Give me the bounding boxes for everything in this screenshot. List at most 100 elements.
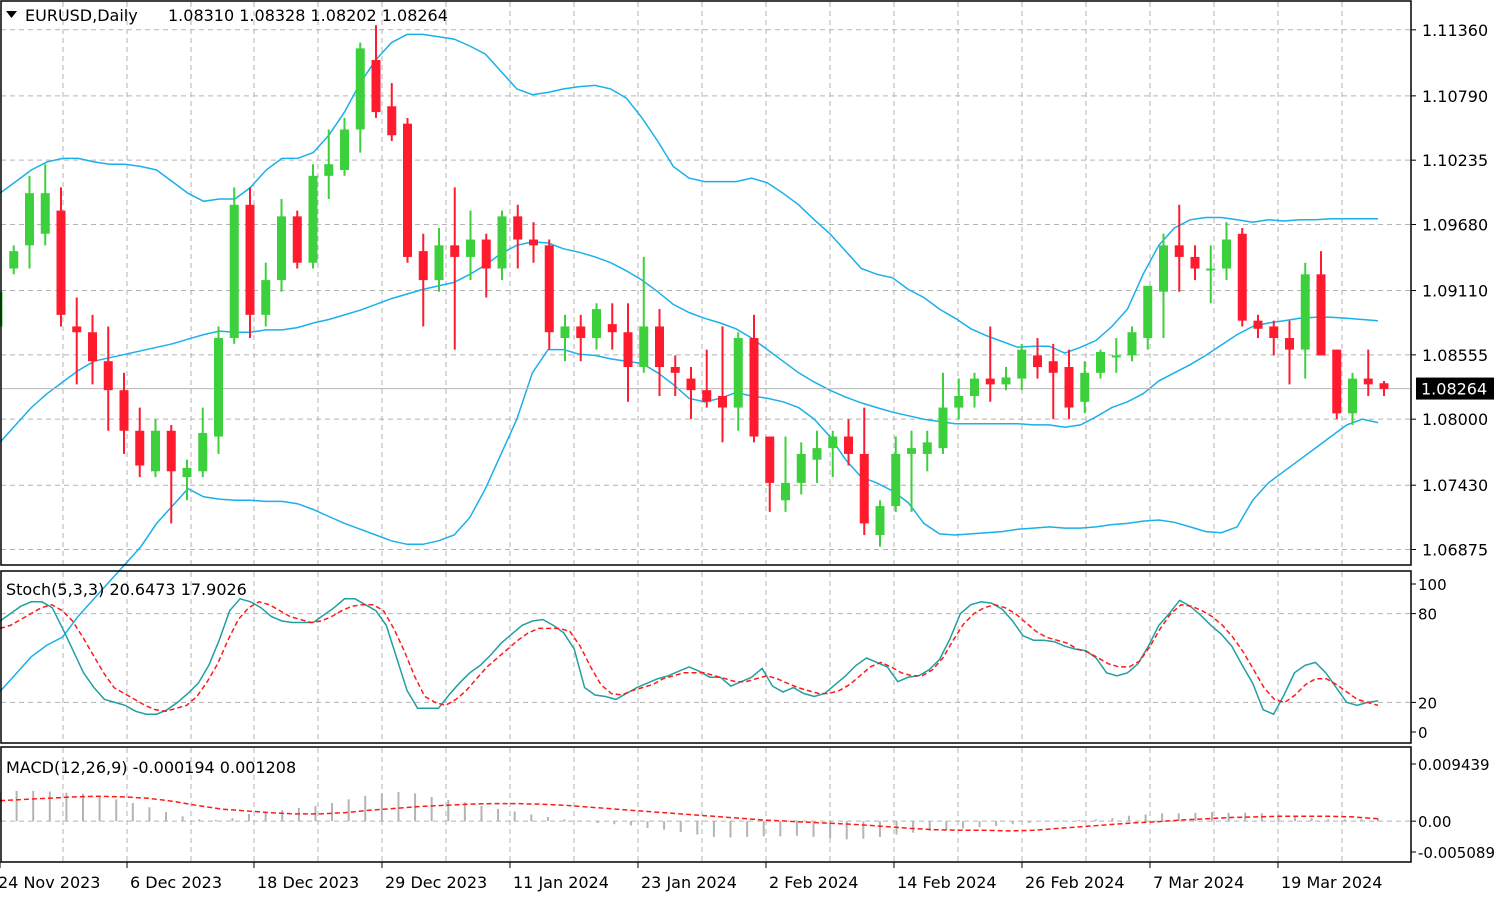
price-tick-label: 1.11360 — [1422, 21, 1488, 40]
candle-body — [292, 216, 302, 263]
dropdown-arrow-icon[interactable] — [6, 11, 17, 18]
candle-body — [355, 48, 365, 130]
candle-body — [135, 430, 145, 466]
candle-body — [371, 59, 381, 113]
candlestick — [529, 222, 538, 263]
price-tick-label: 1.09680 — [1422, 215, 1488, 234]
candle-body — [277, 216, 286, 281]
candlestick — [954, 378, 964, 420]
candlestick — [859, 407, 869, 536]
candlestick — [938, 372, 948, 454]
candle-body — [1096, 351, 1105, 373]
candlestick — [592, 303, 601, 350]
candle-body — [828, 436, 838, 449]
candlestick — [1348, 372, 1357, 425]
candle-body — [25, 193, 34, 246]
candle-body — [481, 239, 491, 269]
candle-body — [796, 453, 806, 483]
candle-body — [324, 164, 334, 176]
candle-body — [261, 280, 271, 315]
candle-body — [844, 436, 853, 454]
candlestick — [324, 129, 334, 199]
candle-body — [718, 395, 727, 408]
symbol-header[interactable]: EURUSD,Daily 1.08310 1.08328 1.08202 1.0… — [6, 6, 448, 25]
date-tick-label: 2 Feb 2024 — [769, 873, 858, 892]
candle-body — [765, 436, 775, 483]
candle-body — [1316, 274, 1326, 356]
candle-body — [907, 448, 916, 454]
macd-tick-label: 0.009439 — [1418, 756, 1490, 774]
candle-body — [670, 367, 680, 373]
candlestick — [481, 233, 491, 298]
candlestick — [497, 210, 507, 281]
candlestick — [182, 459, 192, 501]
price-badge-background — [1416, 377, 1494, 400]
macd-label: MACD(12,26,9) -0.000194 0.001208 — [6, 758, 296, 777]
candlestick — [198, 407, 208, 478]
price-tick-label: 1.09110 — [1422, 282, 1488, 301]
candle-body — [875, 506, 885, 536]
candlestick — [340, 117, 349, 176]
candle-body — [1253, 320, 1263, 329]
candlestick — [450, 187, 460, 350]
candle-body — [1127, 332, 1137, 356]
candle-body — [1363, 378, 1373, 385]
candlestick — [355, 42, 365, 153]
candlestick — [418, 233, 428, 327]
candle-body — [1001, 377, 1011, 385]
candlestick — [670, 355, 680, 396]
candlestick — [261, 262, 271, 327]
candlestick — [623, 303, 633, 402]
bollinger-bands — [0, 33, 1379, 693]
candle-body — [639, 326, 649, 368]
stochastic-main-line — [0, 597, 1379, 716]
candle-body — [1348, 378, 1357, 414]
candlestick — [277, 198, 286, 292]
candle-body — [340, 129, 349, 171]
candlestick — [985, 326, 995, 402]
candle-body — [544, 245, 554, 333]
candle-body — [88, 332, 97, 362]
candlestick — [9, 245, 19, 275]
candle-body — [1174, 245, 1184, 257]
candle-body — [576, 326, 586, 339]
candle-body — [1064, 367, 1074, 408]
candle-body — [214, 338, 223, 437]
candlestick — [1017, 343, 1027, 391]
date-tick-label: 14 Feb 2024 — [897, 873, 997, 892]
candlestick — [25, 175, 34, 269]
candle-body — [1017, 349, 1027, 379]
candle-body — [466, 239, 475, 257]
candlestick — [434, 227, 444, 292]
price-tick-label: 1.07430 — [1422, 476, 1488, 495]
candle-body — [781, 482, 790, 501]
candlestick — [1033, 338, 1042, 379]
candle-body — [119, 390, 129, 431]
candlestick — [1316, 251, 1326, 356]
candle-body — [72, 326, 82, 333]
date-tick-label: 6 Dec 2023 — [130, 873, 222, 892]
bollinger-middle-line — [0, 241, 1379, 443]
candlestick — [1048, 343, 1058, 420]
candlestick — [907, 430, 916, 512]
candlestick — [166, 424, 176, 524]
candle-body — [733, 338, 743, 408]
candlestick — [88, 314, 97, 385]
price-tick-label: 1.10235 — [1422, 151, 1488, 170]
candle-body — [229, 204, 239, 339]
candlestick — [1285, 320, 1294, 385]
candle-body — [182, 467, 192, 478]
macd-tick-label: 0.00 — [1418, 813, 1451, 831]
candlestick — [1096, 349, 1105, 379]
candle-body — [151, 430, 160, 472]
macd-plot — [0, 790, 1379, 840]
candlestick — [513, 204, 523, 269]
candlestick — [1111, 338, 1121, 373]
candlestick — [466, 210, 475, 281]
candlestick — [387, 83, 397, 142]
date-tick-label: 19 Mar 2024 — [1281, 873, 1382, 892]
stochastic-tick-label: 20 — [1418, 694, 1437, 712]
candlestick — [891, 436, 901, 512]
